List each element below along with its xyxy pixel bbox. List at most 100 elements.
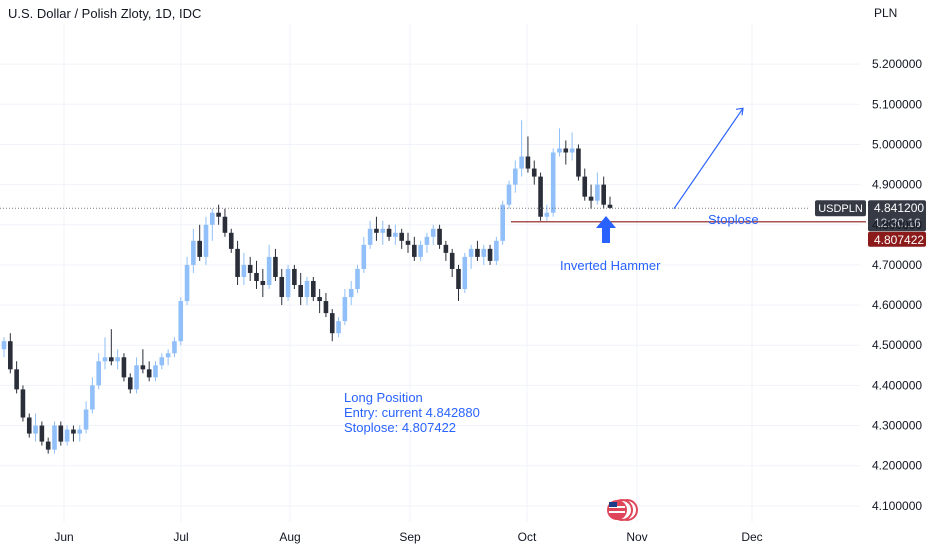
candle-body — [311, 280, 316, 298]
candle-body — [430, 228, 436, 237]
candle-body — [134, 365, 139, 390]
candle-body — [374, 228, 379, 233]
stoploss-price-tag — [868, 231, 926, 247]
y-tick-label: 4.900000 — [872, 178, 922, 192]
candle-body — [342, 297, 348, 322]
candle-body — [184, 264, 190, 302]
y-tick-label: 5.100000 — [872, 97, 922, 111]
candle-body — [443, 244, 449, 253]
candle-body — [399, 232, 404, 241]
candle-body — [336, 321, 341, 334]
candle-body — [494, 240, 499, 261]
y-tick-label: 4.200000 — [872, 459, 922, 473]
candle-body — [14, 369, 19, 390]
candle-body — [557, 148, 562, 153]
candle-body — [595, 184, 600, 201]
x-tick-label: Nov — [626, 530, 647, 544]
candle-body — [304, 280, 310, 298]
candle-body — [424, 236, 430, 245]
candle-body — [222, 216, 228, 233]
y-tick-label: 4.700000 — [872, 258, 922, 272]
candle-body — [601, 184, 606, 205]
x-tick-label: Dec — [741, 530, 762, 544]
candle-body — [355, 268, 360, 290]
candle-body — [235, 248, 240, 277]
candle-body — [146, 369, 152, 378]
candle-body — [285, 268, 291, 298]
stoploss-line: Stoplose: 4.807422 — [344, 420, 457, 435]
x-tick-label: Sep — [399, 530, 421, 544]
candle-body — [393, 232, 398, 237]
candle-body — [45, 441, 51, 450]
candle-body — [83, 409, 89, 430]
inverted-hammer-arrow — [596, 216, 616, 243]
candle-body — [481, 248, 487, 257]
candle-body — [418, 244, 423, 257]
candle-body — [64, 429, 70, 442]
candle-body — [165, 353, 171, 358]
y-tick-label: 5.000000 — [872, 137, 922, 151]
y-tick-label: 5.200000 — [872, 57, 922, 71]
candle-body — [39, 425, 45, 442]
us-flag-icon[interactable] — [605, 498, 639, 522]
candle-body — [26, 417, 32, 434]
candle-body — [102, 357, 108, 362]
stoploss-label: Stoplose — [708, 212, 759, 227]
candle-body — [273, 256, 278, 277]
countdown-text: 12:30:16 — [874, 216, 921, 230]
candle-body — [121, 357, 127, 378]
candle-body — [588, 196, 594, 201]
candle-body — [279, 276, 285, 298]
x-tick-label: Jul — [173, 530, 188, 544]
candle-body — [266, 256, 272, 285]
candle-body — [159, 357, 165, 366]
candle-body — [178, 301, 184, 342]
symbol-tag-text: USDPLN — [818, 203, 863, 215]
candle-body — [487, 248, 493, 261]
candle-body — [109, 357, 114, 362]
candle-body — [153, 365, 158, 378]
candle-body — [468, 248, 474, 257]
candle-body — [538, 176, 543, 217]
candle-body — [71, 429, 76, 434]
candle-body — [519, 156, 524, 169]
symbol-tag — [815, 200, 866, 217]
candle-body — [247, 264, 253, 273]
x-tick-label: Jun — [54, 530, 73, 544]
price-tag-text: 4.841200 — [874, 201, 924, 215]
candle-body — [386, 228, 392, 237]
candle-body — [412, 244, 417, 257]
candle-body — [563, 148, 569, 153]
candle-body — [140, 365, 146, 370]
candle-body — [506, 184, 512, 205]
x-tick-label: Oct — [518, 530, 537, 544]
candle-body — [241, 264, 247, 277]
position-note: Long Position Entry: current 4.842880 St… — [344, 390, 480, 435]
y-tick-label: 4.600000 — [872, 298, 922, 312]
candle-body — [90, 385, 95, 410]
x-axis: Jun Jul Aug Sep Oct Nov Dec — [54, 530, 762, 544]
currency-unit: PLN — [874, 6, 898, 20]
candle-body — [329, 313, 335, 334]
candle-body — [323, 301, 329, 314]
candle-body — [228, 232, 234, 249]
candle-body — [367, 228, 373, 245]
y-tick-label: 4.500000 — [872, 338, 922, 352]
candle-body — [437, 228, 442, 245]
candle-body — [216, 212, 221, 217]
candle-body — [172, 341, 177, 354]
y-tick-label: 4.800000 — [872, 218, 922, 232]
candle-body — [20, 389, 26, 418]
chart-title: U.S. Dollar / Polish Zloty, 1D, IDC — [8, 6, 202, 21]
candle-body — [52, 425, 57, 450]
candle-body — [462, 256, 468, 290]
candle-body — [115, 357, 120, 362]
candle-body — [260, 280, 266, 285]
candle-body — [127, 377, 133, 390]
candle-body — [607, 204, 613, 208]
pattern-label: Inverted Hammer — [560, 258, 661, 273]
candle-body — [348, 289, 354, 298]
y-tick-label: 4.300000 — [872, 419, 922, 433]
candle-body — [33, 425, 38, 434]
